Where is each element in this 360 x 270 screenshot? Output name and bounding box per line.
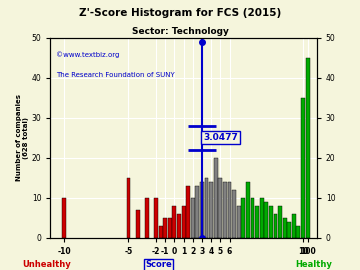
Bar — [145, 198, 149, 238]
Bar — [292, 214, 296, 238]
Text: The Research Foundation of SUNY: The Research Foundation of SUNY — [56, 72, 175, 78]
Bar — [182, 206, 185, 238]
Bar — [283, 218, 287, 238]
Bar — [223, 182, 227, 238]
Bar — [154, 198, 158, 238]
Bar — [159, 226, 163, 238]
Text: Score: Score — [145, 260, 172, 269]
Bar — [186, 186, 190, 238]
Bar — [163, 218, 167, 238]
Text: Z'-Score Histogram for FCS (2015): Z'-Score Histogram for FCS (2015) — [79, 8, 281, 18]
Bar — [228, 182, 231, 238]
Bar — [136, 210, 140, 238]
Bar — [306, 58, 310, 238]
Bar — [214, 158, 218, 238]
Bar — [251, 198, 255, 238]
Bar — [264, 202, 268, 238]
Bar — [278, 206, 282, 238]
Text: 3.0477: 3.0477 — [203, 133, 238, 142]
Y-axis label: Number of companies
(628 total): Number of companies (628 total) — [16, 94, 29, 181]
Bar — [237, 206, 240, 238]
Text: ©www.textbiz.org: ©www.textbiz.org — [56, 52, 119, 59]
Text: Sector: Technology: Sector: Technology — [131, 27, 229, 36]
Bar — [255, 206, 259, 238]
Bar — [297, 226, 300, 238]
Bar — [168, 218, 172, 238]
Text: Healthy: Healthy — [295, 260, 332, 269]
Bar — [195, 186, 199, 238]
Bar — [209, 182, 213, 238]
Bar — [287, 222, 291, 238]
Bar — [127, 178, 130, 238]
Bar — [301, 98, 305, 238]
Bar — [200, 182, 204, 238]
Bar — [172, 206, 176, 238]
Bar — [177, 214, 181, 238]
Bar — [191, 198, 195, 238]
Bar — [242, 198, 245, 238]
Bar — [204, 178, 208, 238]
Bar — [62, 198, 66, 238]
Bar — [219, 178, 222, 238]
Bar — [269, 206, 273, 238]
Bar — [232, 190, 236, 238]
Bar — [274, 214, 278, 238]
Bar — [260, 198, 264, 238]
Bar — [246, 182, 250, 238]
Text: Unhealthy: Unhealthy — [22, 260, 71, 269]
